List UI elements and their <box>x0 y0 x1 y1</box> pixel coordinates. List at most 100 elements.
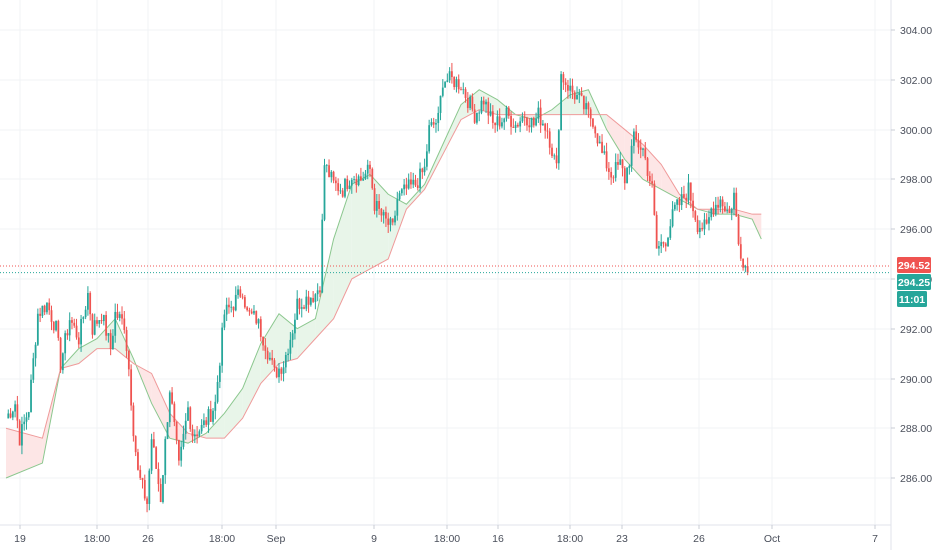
candle <box>48 298 51 315</box>
candle-body <box>655 214 658 249</box>
candle <box>460 86 462 91</box>
candle-body <box>239 289 242 297</box>
candle-body <box>662 242 665 244</box>
candle-body <box>36 313 39 345</box>
candle-body <box>237 289 239 295</box>
candle <box>32 352 35 383</box>
price-lines <box>0 265 891 274</box>
candle-body <box>46 302 48 313</box>
candle-body <box>319 290 321 293</box>
candle <box>466 92 469 113</box>
candle <box>291 329 294 348</box>
candle-body <box>553 155 556 157</box>
candle <box>698 220 701 239</box>
candle-body <box>530 117 533 128</box>
candle-body <box>680 194 683 206</box>
candle-body <box>212 410 214 422</box>
candle-body <box>253 311 255 314</box>
candle <box>482 96 485 111</box>
candle-body <box>303 307 305 309</box>
candle-body <box>207 409 210 425</box>
candle-body <box>571 85 574 93</box>
candle-body <box>159 484 162 503</box>
candle <box>519 117 522 133</box>
candle <box>116 303 119 320</box>
candle <box>234 286 237 312</box>
candle <box>494 122 497 133</box>
candle <box>52 321 55 334</box>
candle <box>178 439 180 466</box>
candle <box>542 120 544 126</box>
candle-body <box>416 185 419 188</box>
cloud-segment <box>242 343 261 419</box>
y-tick-label: 304.00 <box>900 25 932 37</box>
candle-body <box>480 100 483 113</box>
candle-body <box>396 199 399 216</box>
candle <box>528 118 531 133</box>
candle <box>601 134 603 154</box>
candle-body <box>75 325 78 338</box>
candle <box>337 178 340 196</box>
candle-body <box>357 176 360 186</box>
candle-body <box>296 298 299 320</box>
candle <box>360 167 362 182</box>
candle <box>232 306 235 318</box>
candle <box>316 283 319 302</box>
candle <box>569 78 572 99</box>
candle <box>350 177 353 194</box>
candle <box>364 170 367 180</box>
candle-body <box>696 219 699 232</box>
candle-body <box>746 266 749 273</box>
candle-body <box>125 330 128 351</box>
candle <box>539 99 542 133</box>
candle-body <box>728 210 731 213</box>
candle <box>532 116 535 128</box>
candle <box>564 78 567 93</box>
candle-body <box>259 319 262 337</box>
candle-body <box>68 320 71 336</box>
candle-body <box>557 130 560 164</box>
candle <box>439 95 442 121</box>
candle-body <box>146 498 148 504</box>
candle <box>523 111 526 126</box>
candle-body <box>84 309 87 318</box>
candle <box>98 320 101 328</box>
candle <box>114 303 117 343</box>
candle-body <box>255 311 258 324</box>
x-tick-label: 18:00 <box>84 533 110 545</box>
candle-body <box>9 413 12 418</box>
candle-body <box>305 296 308 309</box>
candle-body <box>41 305 44 316</box>
candle-body <box>389 218 392 225</box>
candle <box>216 375 219 404</box>
candle <box>726 202 729 214</box>
candle <box>305 289 308 312</box>
candle <box>733 187 735 216</box>
candle <box>61 352 64 374</box>
candle <box>173 401 176 427</box>
candle <box>526 116 528 131</box>
candle <box>421 167 424 179</box>
candle <box>719 196 722 213</box>
candle-body <box>175 421 178 440</box>
time-axis[interactable]: 19 18:00 26 18:00 Sep 9 18:00 16 18:00 23 26 Oct 7 <box>14 525 878 545</box>
candle <box>585 96 588 115</box>
candle <box>589 107 592 127</box>
candle-body <box>280 368 283 374</box>
price-axis[interactable]: 286.00288.00290.00292.00294.00296.00298.… <box>891 25 932 485</box>
candle <box>166 422 169 440</box>
candle-body <box>55 321 57 331</box>
candle-body <box>278 368 280 378</box>
candle <box>514 121 517 133</box>
candle-body <box>262 336 264 346</box>
candle-body <box>708 217 710 224</box>
candle <box>735 187 738 217</box>
candle-body <box>425 151 428 167</box>
candle <box>203 413 205 428</box>
candle-body <box>705 219 708 224</box>
cloud-segment <box>315 239 334 339</box>
candle-body <box>80 318 82 345</box>
candle-body <box>180 446 183 461</box>
